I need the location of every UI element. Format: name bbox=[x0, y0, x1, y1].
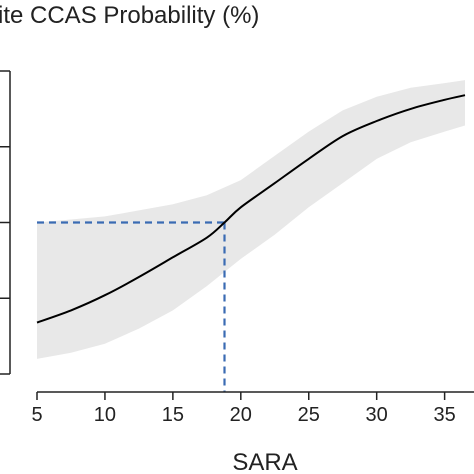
x-tick-label: 25 bbox=[298, 404, 320, 426]
x-tick-label: 35 bbox=[433, 404, 455, 426]
x-axis-title: SARA bbox=[232, 449, 297, 474]
x-tick-label: 20 bbox=[230, 404, 252, 426]
probability-curve bbox=[36, 94, 466, 324]
y-axis bbox=[0, 70, 11, 375]
x-tick-label: 10 bbox=[94, 404, 116, 426]
x-tick-label: 5 bbox=[31, 404, 42, 426]
chart-title: ite CCAS Probability (%) bbox=[0, 2, 259, 29]
x-tick-label: 15 bbox=[162, 404, 184, 426]
reference-lines bbox=[37, 221, 226, 392]
x-tick-label: 30 bbox=[366, 404, 388, 426]
confidence-band bbox=[37, 80, 465, 359]
x-axis: 5 10 15 20 25 30 35 bbox=[31, 391, 474, 426]
